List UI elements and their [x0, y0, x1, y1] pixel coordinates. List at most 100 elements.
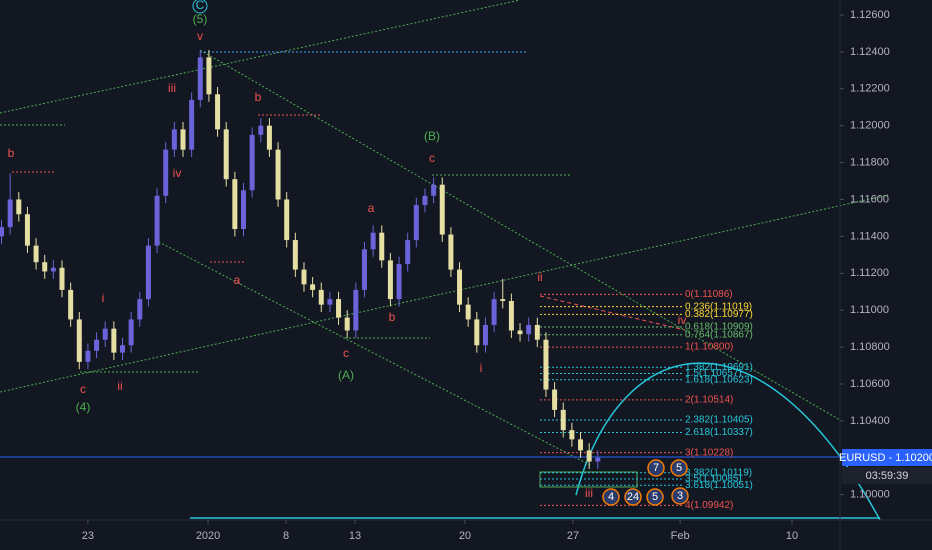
y-tick-label: 1.12400	[850, 46, 890, 58]
fib-label: 2(1.10514)	[685, 395, 733, 406]
wave-label: iii	[168, 81, 176, 95]
y-tick-label: 1.12600	[850, 9, 890, 21]
fib-label: 1.5(1.10657)	[685, 368, 742, 379]
y-tick-label: 1.10600	[850, 378, 890, 390]
wave-label: ii	[537, 270, 542, 284]
candle-body	[76, 319, 82, 362]
candle-body	[85, 350, 91, 362]
candle-body	[370, 232, 376, 250]
wave-label: a	[234, 273, 241, 287]
candle-body	[586, 450, 592, 462]
fib-label: 3.618(1.10051)	[685, 480, 753, 491]
candle-body	[508, 300, 514, 331]
x-tick-label: 2020	[196, 530, 220, 542]
candle-body	[128, 319, 134, 346]
wave-label: (A)	[338, 368, 354, 382]
event-label: 24	[627, 491, 639, 503]
candle-body	[145, 245, 151, 300]
circle-mark	[192, 0, 208, 14]
candle-body	[422, 195, 428, 206]
fib-label: 1.382(1.10691)	[685, 362, 753, 373]
event-icon	[602, 488, 620, 506]
y-tick-label: 1.11400	[850, 230, 889, 242]
event-label: 5	[652, 491, 658, 503]
candle-body	[24, 214, 30, 246]
candle-body	[344, 317, 350, 331]
event-label: 3	[677, 490, 683, 502]
fib-label: 3.382(1.10119)	[685, 467, 752, 478]
x-tick-label: 20	[459, 530, 471, 542]
candle-body	[215, 94, 221, 130]
candle-body	[474, 319, 480, 346]
y-tick-label: 1.11200	[850, 267, 889, 279]
trend-line	[199, 49, 841, 421]
y-tick-label: 1.10400	[850, 415, 890, 427]
candle-body	[431, 184, 437, 196]
fib-label: 0.382(1.10977)	[685, 309, 753, 320]
candle-body	[396, 264, 402, 300]
candle-body	[405, 240, 411, 265]
wave-label: i	[480, 361, 483, 375]
candle-body	[50, 267, 56, 272]
candle-body	[197, 57, 203, 100]
event-label: 4	[608, 491, 614, 503]
y-tick-label: 1.10800	[850, 341, 890, 353]
y-tick-label: 1.12000	[850, 120, 890, 132]
event-icon	[671, 487, 689, 505]
wave-label: (4)	[76, 400, 91, 414]
candle-body	[552, 389, 558, 410]
wave-label: iv	[678, 313, 687, 327]
candle-body	[249, 134, 255, 191]
fib-label: 1.618(1.10623)	[685, 374, 753, 385]
candle-body	[94, 339, 100, 351]
event-icon	[646, 488, 664, 506]
fib-label: 3.5(1.10085)	[685, 474, 742, 485]
wave-label: iv	[173, 166, 182, 180]
wave-label: (5)	[193, 12, 208, 26]
candle-body	[560, 409, 566, 431]
fib-label: 4(1.09942)	[685, 500, 733, 511]
candle-body	[595, 457, 601, 462]
candle-body	[353, 289, 359, 331]
candle-body	[258, 125, 264, 135]
candle-body	[361, 249, 367, 290]
candle-body	[266, 125, 272, 150]
candle-body	[180, 129, 186, 150]
candle-body	[526, 324, 532, 335]
candle-body	[33, 245, 39, 263]
candle-body	[301, 269, 307, 285]
candle-body	[491, 299, 497, 325]
wave-label: c	[429, 151, 435, 165]
candle-body	[102, 328, 108, 340]
trend-line	[0, 0, 521, 114]
wave-label: c	[80, 382, 86, 396]
drawings	[0, 0, 889, 521]
event-label: 5	[676, 462, 682, 474]
candle-body	[310, 284, 316, 290]
candle-body	[336, 299, 342, 318]
candle-body	[137, 299, 143, 320]
y-tick-label: 1.11600	[850, 193, 889, 205]
wave-label: i	[102, 291, 105, 305]
y-tick-label: 1.12200	[850, 83, 890, 95]
candle-body	[16, 199, 22, 215]
candle-body	[59, 267, 65, 290]
candle-body	[163, 149, 169, 196]
candle-body	[189, 99, 195, 150]
candle-body	[413, 205, 419, 241]
candle-body	[223, 129, 229, 180]
candle-body	[379, 232, 385, 261]
x-tick-label: 27	[567, 530, 579, 542]
candle-body	[232, 179, 238, 229]
candle-body	[318, 289, 324, 305]
candle-body	[500, 299, 506, 301]
wave-label: b	[8, 146, 15, 160]
wave-label: a	[368, 201, 375, 215]
fib-label: 3(1.10228)	[685, 447, 733, 458]
fib-label: 0.618(1.10909)	[685, 322, 753, 333]
x-tick-label: 8	[283, 530, 289, 542]
event-icon	[647, 459, 665, 477]
wave-label: C	[196, 0, 205, 12]
y-tick-label: 1.10000	[850, 489, 890, 501]
